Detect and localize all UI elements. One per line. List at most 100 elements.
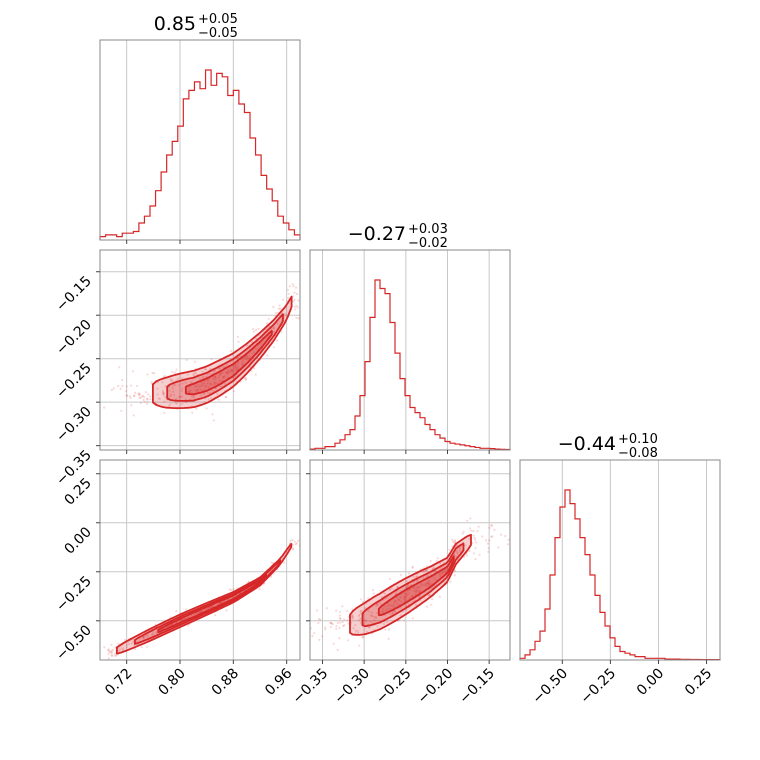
scatter-point bbox=[169, 403, 172, 406]
scatter-point bbox=[376, 604, 379, 607]
scatter-point bbox=[201, 382, 204, 385]
scatter-point bbox=[293, 540, 296, 543]
hist-title-sup: +0.10 bbox=[618, 432, 658, 447]
scatter-point bbox=[321, 635, 324, 638]
contour-level-2 bbox=[157, 573, 268, 633]
scatter-point bbox=[417, 585, 420, 588]
scatter-point bbox=[433, 566, 436, 569]
scatter-point bbox=[490, 535, 493, 539]
scatter-point bbox=[156, 387, 159, 390]
scatter-point bbox=[361, 600, 364, 603]
scatter-point bbox=[117, 642, 120, 645]
scatter-point bbox=[227, 371, 230, 374]
scatter-point bbox=[138, 394, 141, 397]
scatter-point bbox=[236, 357, 239, 360]
scatter-point bbox=[364, 606, 367, 610]
scatter-point bbox=[125, 645, 128, 649]
scatter-point bbox=[226, 371, 229, 374]
scatter-point bbox=[404, 596, 407, 599]
histogram-2 bbox=[519, 489, 721, 661]
scatter-point bbox=[422, 576, 425, 579]
scatter-point bbox=[204, 388, 207, 391]
scatter-point bbox=[329, 621, 332, 625]
scatter-point bbox=[338, 637, 341, 640]
hist-frame-0 bbox=[99, 39, 301, 241]
scatter-point bbox=[361, 636, 364, 639]
scatter-point bbox=[215, 382, 218, 385]
scatter-point bbox=[375, 616, 378, 619]
scatter-point bbox=[474, 538, 477, 541]
scatter-point bbox=[400, 596, 403, 599]
scatter-point bbox=[356, 629, 359, 632]
scatter-point bbox=[289, 539, 292, 542]
scatter-point bbox=[397, 597, 400, 600]
scatter-point bbox=[201, 376, 205, 379]
scatter-point bbox=[138, 393, 141, 396]
scatter-point bbox=[229, 370, 232, 373]
scatter-point bbox=[416, 575, 419, 578]
scatter-point bbox=[125, 643, 128, 646]
scatter-point bbox=[365, 630, 369, 633]
scatter-point bbox=[279, 307, 282, 310]
scatter-point bbox=[187, 390, 190, 393]
scatter-point bbox=[481, 535, 484, 538]
scatter-point bbox=[393, 610, 396, 613]
scatter-point bbox=[235, 364, 238, 367]
hist-title-sub: −0.05 bbox=[198, 26, 238, 41]
scatter-point bbox=[232, 588, 235, 591]
scatter-point bbox=[432, 577, 436, 580]
frame-layer bbox=[96, 39, 721, 664]
scatter-point bbox=[416, 585, 419, 589]
scatter-point bbox=[384, 592, 387, 595]
scatter-point bbox=[193, 385, 197, 388]
scatter-point bbox=[294, 308, 297, 311]
scatter-point bbox=[506, 543, 509, 546]
scatter-point bbox=[453, 540, 457, 543]
scatter-point bbox=[213, 369, 216, 372]
scatter-point bbox=[250, 369, 253, 372]
scatter-point bbox=[396, 585, 399, 588]
scatter-point bbox=[461, 532, 464, 535]
scatter-point bbox=[394, 600, 398, 603]
scatter-point bbox=[338, 626, 341, 630]
scatter-point bbox=[470, 529, 473, 532]
scatter-point bbox=[465, 554, 468, 557]
scatter-point bbox=[336, 648, 339, 652]
scatter-point bbox=[454, 539, 457, 542]
scatter-point bbox=[425, 569, 428, 572]
scatter-point bbox=[382, 622, 385, 626]
scatter-point bbox=[406, 584, 409, 588]
scatter-point bbox=[192, 396, 196, 399]
scatter-point bbox=[151, 633, 154, 636]
scatter-point bbox=[407, 572, 410, 575]
scatter-point bbox=[407, 584, 410, 587]
scatter-point bbox=[222, 365, 225, 368]
scatter-point bbox=[154, 631, 158, 634]
scatter-point bbox=[174, 383, 177, 386]
scatter-point bbox=[109, 650, 112, 653]
scatter-point bbox=[153, 372, 156, 375]
scatter-point bbox=[194, 371, 197, 374]
scatter-point bbox=[414, 589, 417, 592]
scatter-point bbox=[245, 377, 248, 380]
scatter-point bbox=[164, 385, 167, 388]
scatter-point bbox=[121, 384, 124, 387]
scatter-point bbox=[163, 411, 166, 414]
scatter-point bbox=[350, 615, 353, 619]
scatter-point bbox=[103, 406, 106, 409]
scatter-point bbox=[458, 548, 461, 552]
scatter-point bbox=[174, 401, 177, 404]
scatter-point bbox=[390, 587, 393, 590]
x-tick-label: 0.80 bbox=[155, 666, 188, 699]
scatter-point bbox=[270, 561, 273, 564]
scatter-point bbox=[415, 587, 418, 591]
scatter-point bbox=[220, 380, 223, 383]
scatter-point bbox=[357, 615, 361, 618]
scatter-point bbox=[351, 614, 354, 617]
scatter-point bbox=[294, 543, 297, 546]
scatter-point bbox=[145, 402, 149, 405]
scatter-point bbox=[236, 335, 239, 339]
scatter-point bbox=[359, 598, 362, 601]
scatter-point bbox=[117, 384, 120, 388]
